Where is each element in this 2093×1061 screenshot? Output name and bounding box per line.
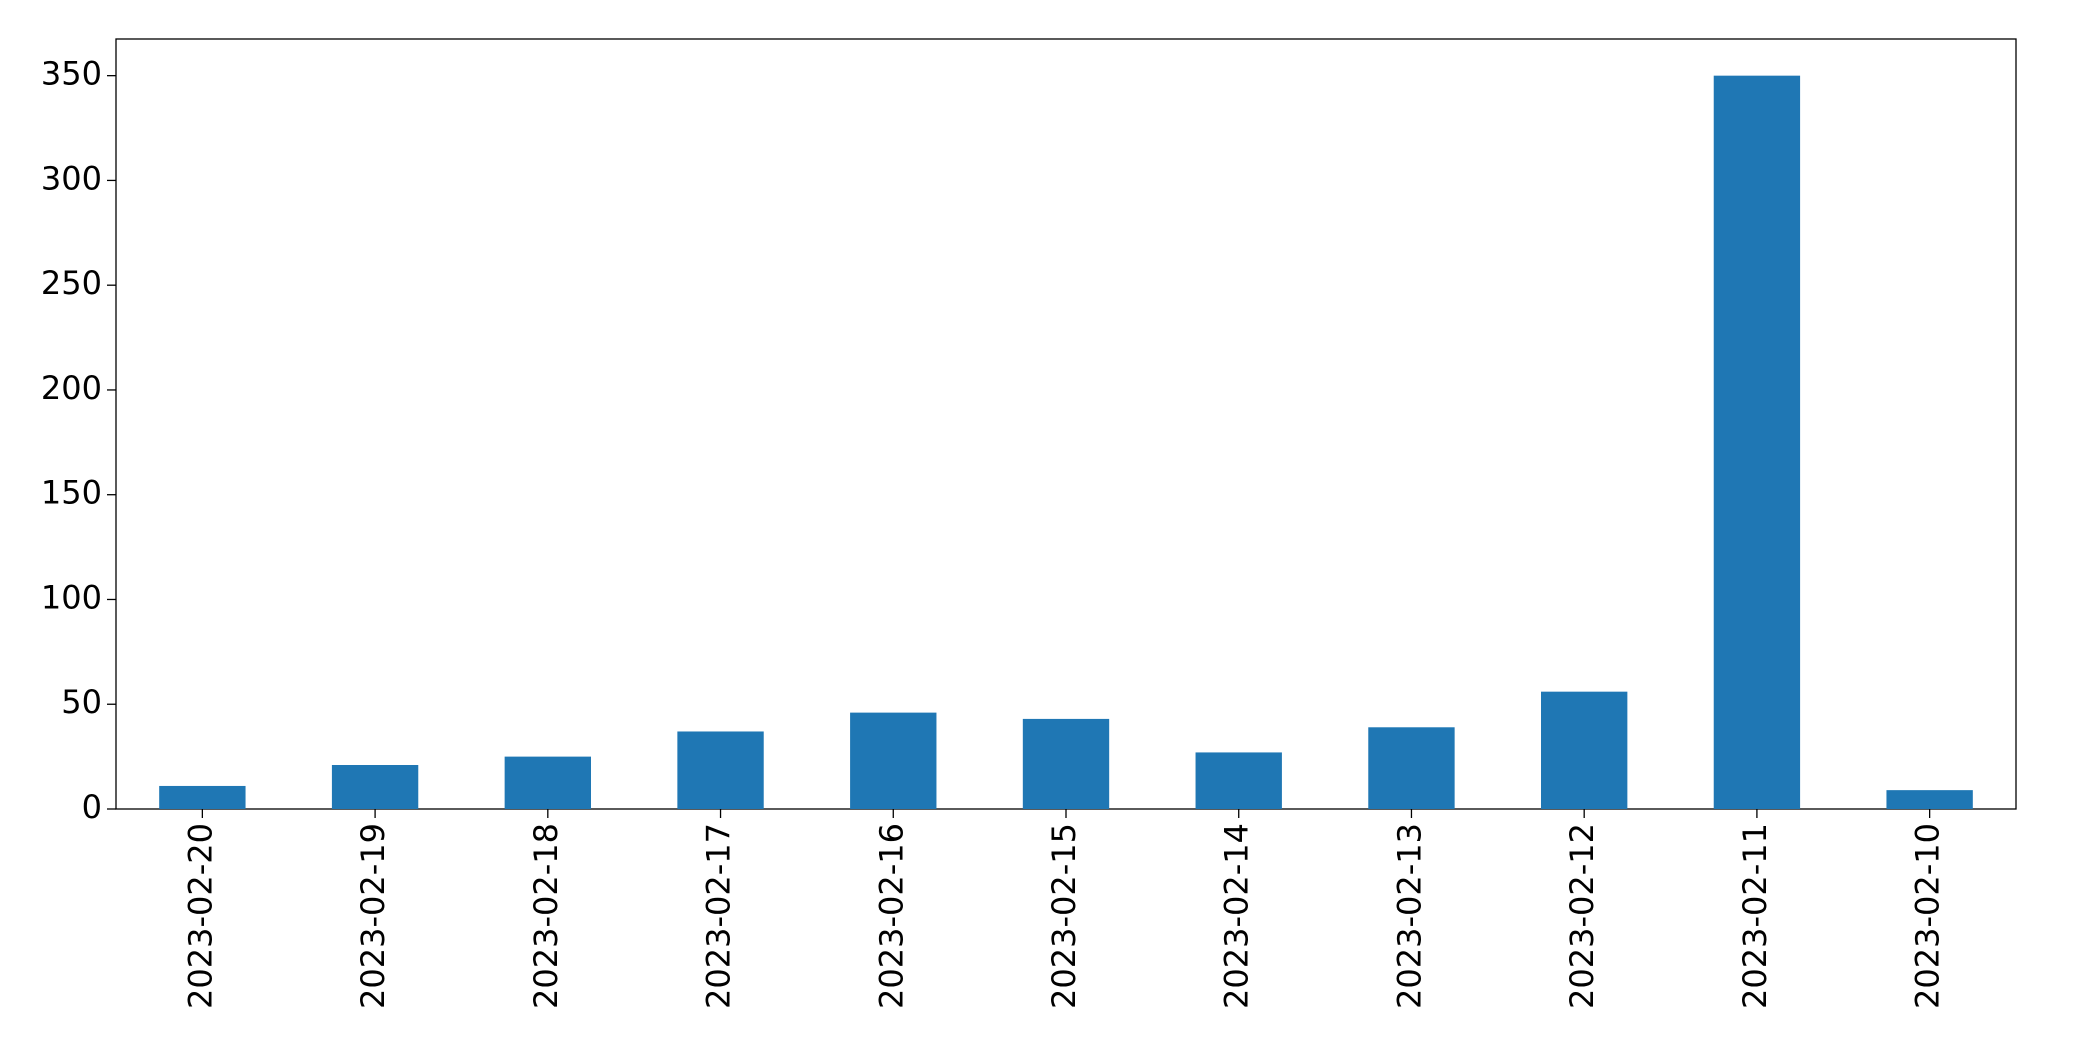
y-tick-label: 150 [41,474,102,512]
y-tick-label: 50 [61,683,102,721]
y-tick-label: 100 [41,578,102,616]
bar [1713,75,1801,809]
x-tick-label: 2023-02-18 [527,823,565,1009]
x-tick-label: 2023-02-17 [700,823,738,1009]
x-tick-label: 2023-02-16 [872,823,910,1009]
bar [850,712,937,809]
x-tick-label: 2023-02-13 [1390,823,1428,1009]
x-tick-label: 2023-02-15 [1045,823,1083,1009]
y-tick-label: 200 [41,369,102,407]
x-tick-label: 2023-02-14 [1218,823,1256,1009]
x-tick-label: 2023-02-12 [1563,823,1601,1009]
x-tick-label: 2023-02-10 [1909,823,1947,1009]
y-tick-label: 350 [41,55,102,93]
bar [504,756,591,809]
bar [1368,727,1455,809]
bar [159,785,246,809]
y-tick-label: 250 [41,264,102,302]
bar [677,731,764,809]
x-tick-label: 2023-02-11 [1736,823,1774,1009]
bar [1022,718,1110,809]
bar [1886,790,1973,809]
x-tick-label: 2023-02-20 [181,823,219,1009]
bar [1195,752,1282,809]
bar [331,765,419,809]
y-tick-label: 300 [41,159,102,197]
bar [1541,691,1628,809]
x-tick-label: 2023-02-19 [354,823,392,1009]
y-tick-label: 0 [82,788,102,826]
